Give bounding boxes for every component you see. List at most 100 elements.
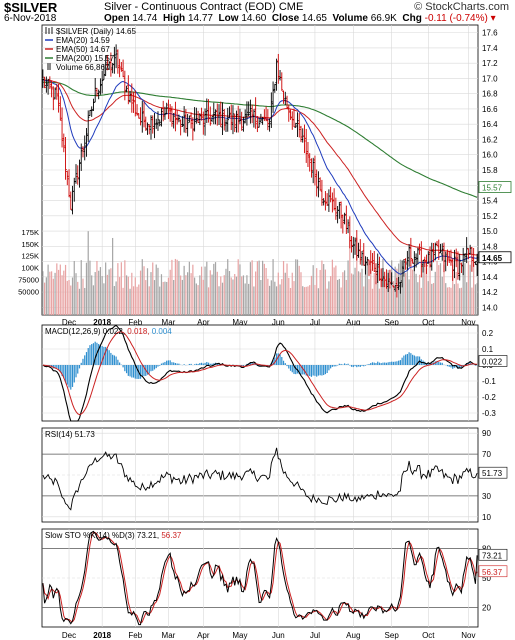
volume-bar [82,278,84,315]
volume-bar [64,264,67,315]
ohlc-bar [367,259,371,276]
volume-bar [405,273,407,315]
volume-bar [424,260,426,315]
volume-bar [366,264,368,315]
macd-histogram-bar [333,365,335,367]
x-axis-month-label-bottom: Jul [310,631,320,640]
ohlc-bar [376,253,379,284]
macd-histogram-bar [56,365,58,369]
ohlc-bar [331,192,334,213]
ohlc-bar [271,81,275,113]
chart-symbol-title: $SILVER [4,0,58,15]
macd-panel-frame [41,324,479,422]
ohlc-bar [53,87,57,100]
ohlc-bar [423,256,427,268]
ohlc-bar [338,201,341,219]
volume-bar [441,276,443,315]
volume-bar [57,269,60,315]
ohlc-bar [118,58,121,78]
volume-bar [211,274,213,315]
ohlc-bar [257,118,261,128]
macd-histogram-bar [411,354,414,365]
volume-bar [289,287,292,315]
ohlc-bar [106,54,109,71]
macd-histogram-bar [293,365,295,374]
ema200-line [42,81,478,198]
ohlc-bar [432,242,435,263]
macd-histogram-bar [373,362,375,365]
ohlc-bar [203,108,207,136]
ohlc-bar [386,272,390,293]
quote-close: 14.65 [301,13,327,24]
ohlc-bar [311,157,315,184]
macd-histogram-bar [284,363,286,365]
ohlc-bar [235,110,238,133]
macd-tick-label: -0.3 [482,409,496,418]
macd-histogram-bar [167,360,170,365]
macd-histogram-bar [370,363,372,365]
volume-bar [138,284,140,315]
ohlc-bar [322,198,325,206]
ohlc-bar [228,106,231,118]
volume-bar [310,275,313,315]
volume-bar [85,262,88,315]
ohlc-bar [350,236,353,253]
macd-legend: MACD(12,26,9) 0.022, 0.018, 0.004 [45,327,172,336]
chart-description: Silver - Continuous Contract (EOD) CME [104,1,304,13]
volume-bar [146,268,149,315]
x-axis-month-label: Jul [310,318,320,327]
quote-change: -0.11 (-0.74%) [424,13,488,24]
ohlc-bar [406,250,409,270]
ohlc-bar [156,111,160,131]
volume-bar [87,231,89,315]
volume-bar [331,259,333,315]
price-tick-label: 14.8 [482,242,498,251]
ohlc-bar [456,251,460,280]
ohlc-bar [428,246,432,268]
volume-bar [342,272,344,315]
macd-histogram-bar [347,363,349,365]
macd-histogram-bar [384,362,386,365]
ohlc-bar [381,268,385,288]
volume-bar [187,272,189,315]
volume-bar [129,288,131,315]
volume-bar [145,280,147,315]
volume-bar [459,288,461,315]
macd-histogram-bar [317,365,320,376]
volume-bar [282,260,285,315]
volume-bar [323,264,325,315]
volume-bar [434,271,436,315]
macd-histogram-bar [112,354,114,365]
price-axis-marker-box [478,251,512,264]
macd-histogram-bar [310,365,313,377]
ohlc-bar [434,242,437,261]
macd-histogram-bar [98,344,100,365]
ohlc-bar [353,237,357,255]
volume-tick-label: 75000 [18,275,39,284]
macd-histogram-bar [92,343,95,365]
ohlc-bar [282,90,285,104]
macd-histogram-bar [272,360,274,365]
ohlc-bar [78,159,81,188]
ohlc-bar [291,111,294,130]
ohlc-bar [243,109,247,124]
macd-histogram-bar [307,365,309,376]
ohlc-bar [162,100,165,122]
macd-histogram-bar [66,365,68,385]
macd-tick-label: 0.2 [482,329,494,338]
volume-bar [464,263,466,315]
macd-histogram-bar [396,361,398,365]
ohlc-bar [158,119,161,127]
ohlc-bar [135,104,139,116]
macd-histogram-bar [242,365,245,367]
volume-bar [300,272,302,315]
macd-histogram-bar [84,355,86,365]
volume-bar [373,272,375,315]
macd-histogram-bar [323,365,325,376]
volume-bar [214,262,217,315]
ohlc-bar [453,249,456,279]
volume-bar [253,286,255,315]
macd-histogram-bar [452,365,454,369]
ohlc-bar [425,254,428,274]
price-tick-label: 16.8 [482,90,498,99]
